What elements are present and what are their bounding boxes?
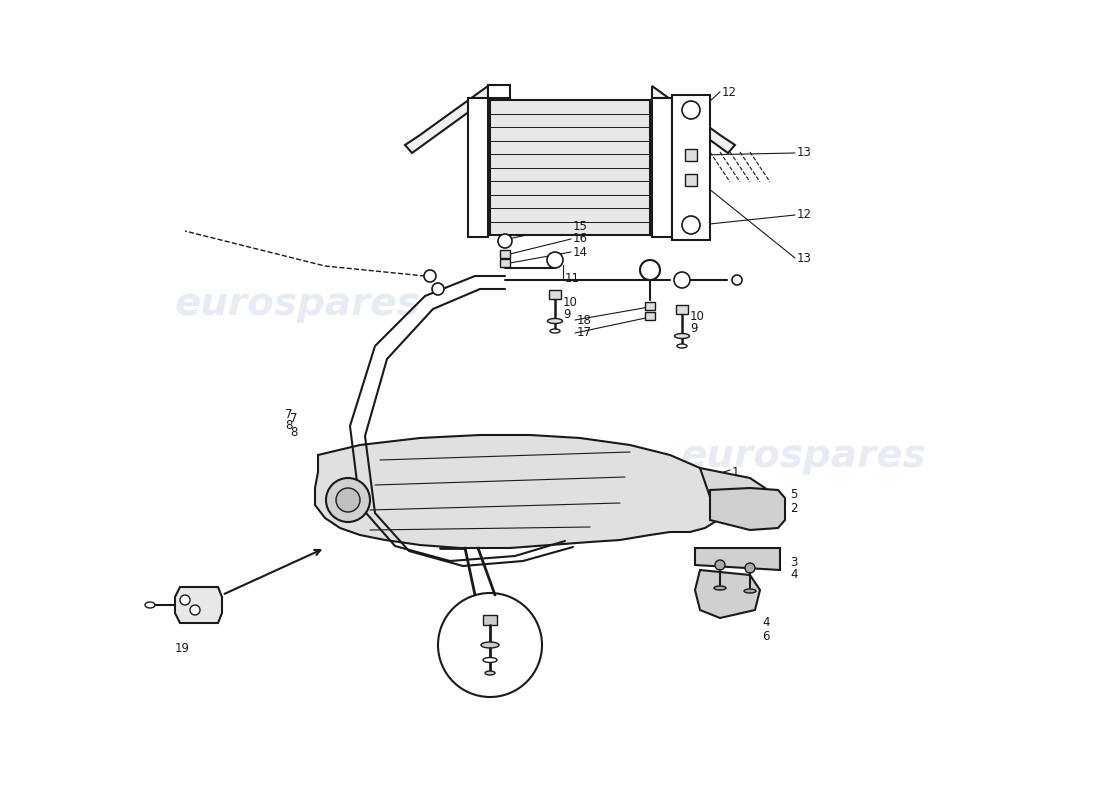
Ellipse shape (481, 642, 499, 648)
Text: 7: 7 (290, 411, 297, 425)
Polygon shape (405, 86, 488, 153)
Text: 8: 8 (290, 426, 297, 438)
Text: 9: 9 (690, 322, 697, 335)
Bar (676, 305, 688, 314)
Text: 2: 2 (790, 502, 798, 514)
Text: 7: 7 (285, 408, 293, 421)
Ellipse shape (548, 318, 562, 323)
Polygon shape (468, 98, 488, 237)
Text: 8: 8 (285, 419, 293, 432)
Text: 18: 18 (578, 314, 592, 326)
Bar (685, 149, 697, 161)
Bar (645, 312, 654, 320)
Circle shape (732, 275, 742, 285)
Circle shape (640, 260, 660, 280)
Text: 13: 13 (798, 146, 812, 159)
Text: 3: 3 (790, 555, 798, 569)
Circle shape (190, 605, 200, 615)
Text: 13: 13 (798, 251, 812, 265)
Ellipse shape (674, 334, 690, 338)
Polygon shape (700, 468, 770, 526)
Bar (490, 100, 650, 235)
Text: 14: 14 (573, 246, 588, 258)
Text: eurospares: eurospares (680, 437, 926, 475)
Text: 12: 12 (722, 86, 737, 98)
Polygon shape (488, 85, 510, 98)
Ellipse shape (714, 586, 726, 590)
Text: 4: 4 (762, 615, 770, 629)
Text: 17: 17 (578, 326, 592, 339)
Text: 11: 11 (565, 271, 580, 285)
Text: 10: 10 (563, 295, 578, 309)
Text: 6: 6 (762, 630, 770, 642)
Text: 12: 12 (798, 209, 812, 222)
Ellipse shape (676, 344, 688, 348)
Text: eurospares: eurospares (174, 285, 420, 323)
Text: 19: 19 (175, 642, 190, 654)
Text: 10: 10 (500, 642, 514, 652)
Polygon shape (652, 98, 672, 237)
Text: 5: 5 (790, 489, 798, 502)
Polygon shape (695, 548, 780, 570)
Polygon shape (710, 488, 785, 530)
Circle shape (432, 283, 444, 295)
Ellipse shape (485, 671, 495, 675)
Circle shape (180, 595, 190, 605)
Circle shape (682, 216, 700, 234)
Polygon shape (315, 435, 728, 548)
Circle shape (438, 593, 542, 697)
Ellipse shape (550, 329, 560, 333)
Bar (483, 615, 497, 625)
Polygon shape (175, 587, 222, 623)
Circle shape (674, 272, 690, 288)
Circle shape (682, 101, 700, 119)
Circle shape (745, 563, 755, 573)
Text: 16: 16 (573, 233, 588, 246)
Text: 10: 10 (690, 310, 705, 323)
Text: 9: 9 (500, 628, 507, 638)
Ellipse shape (483, 658, 497, 662)
Bar (645, 302, 654, 310)
Circle shape (424, 270, 436, 282)
Ellipse shape (744, 589, 756, 593)
Bar (549, 290, 561, 299)
Bar (500, 250, 510, 258)
Bar (685, 174, 697, 186)
Text: 1: 1 (732, 466, 739, 478)
Text: 15: 15 (573, 219, 587, 233)
Circle shape (326, 478, 370, 522)
Polygon shape (695, 570, 760, 618)
Bar (500, 259, 510, 267)
Text: 4: 4 (790, 569, 798, 582)
Text: 9: 9 (563, 307, 571, 321)
Circle shape (498, 234, 512, 248)
Circle shape (715, 560, 725, 570)
Circle shape (336, 488, 360, 512)
Polygon shape (672, 95, 710, 240)
Polygon shape (652, 86, 735, 153)
Circle shape (547, 252, 563, 268)
Ellipse shape (145, 602, 155, 608)
